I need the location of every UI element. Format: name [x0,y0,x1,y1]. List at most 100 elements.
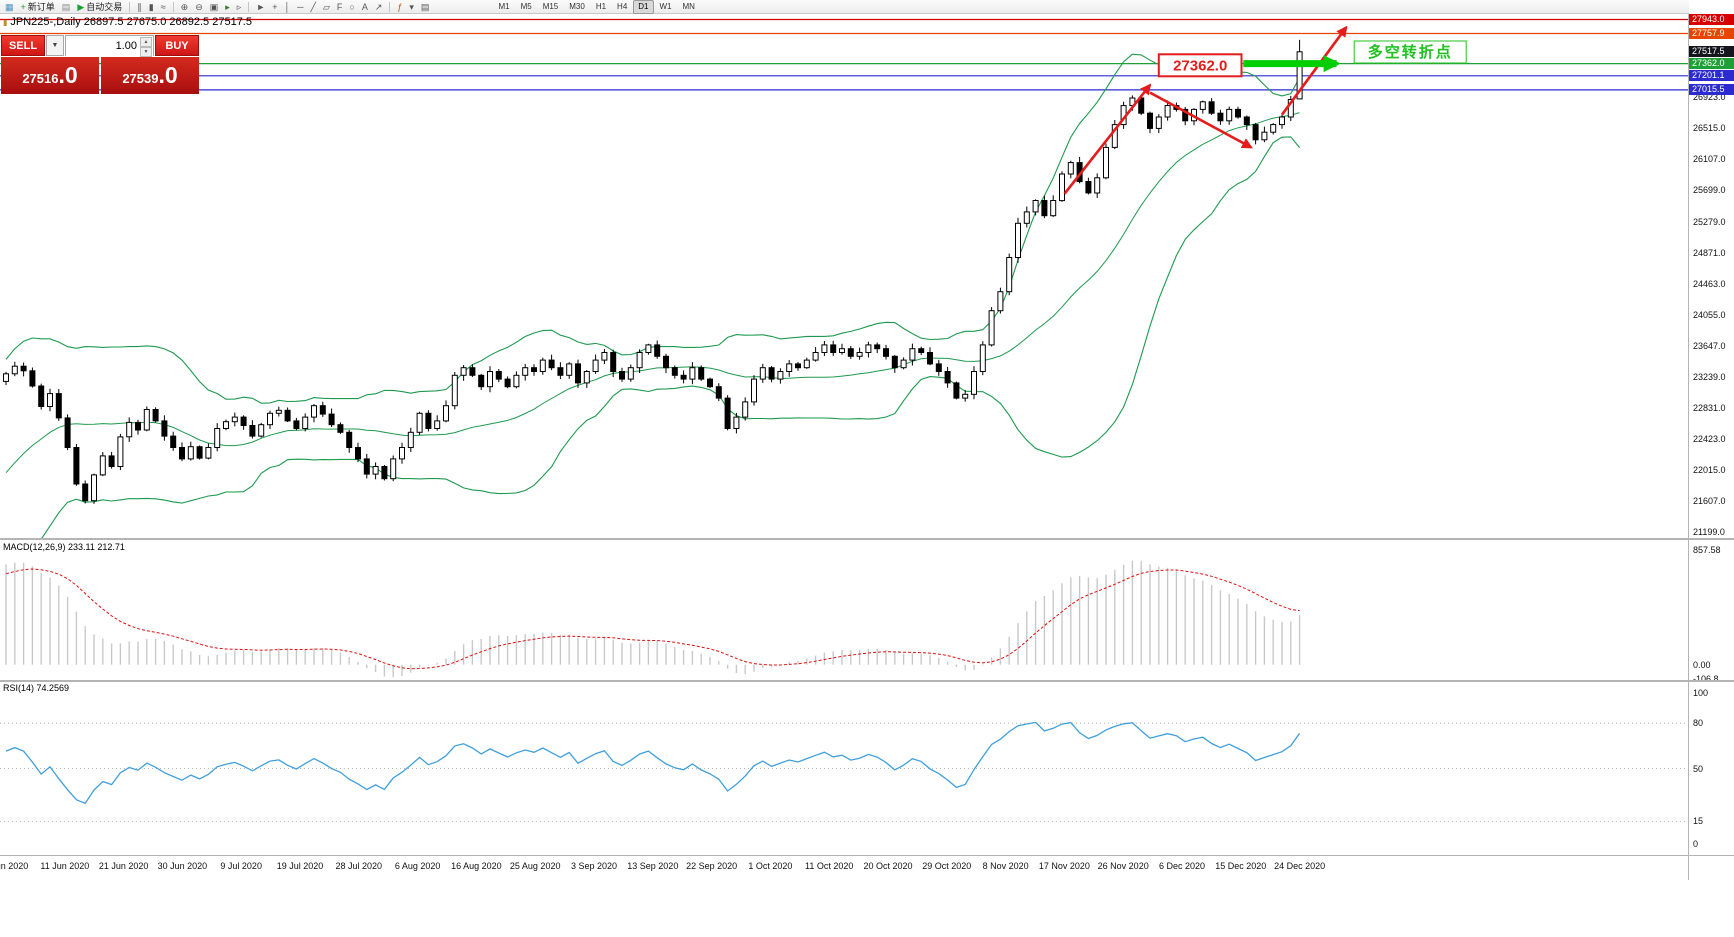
price-tick: 22423.0 [1693,433,1726,444]
timeframe-M1[interactable]: M1 [498,1,510,11]
rsi-tick: 15 [1693,816,1704,827]
templates-icon: ▤ [420,1,430,12]
trend-arrow[interactable] [1280,25,1348,116]
main-chart-canvas[interactable]: 27362.0 多空转折点 [0,0,1688,880]
price-axis[interactable]: 26923.0 26515.0 26107.0 25699.0 25279.0 24871… [1689,0,1734,894]
shapes-icon: ○ [349,1,355,12]
macd-tick: 857.58 [1693,544,1721,555]
order-type-dropdown[interactable]: ▼ [46,35,64,56]
timeframe-H1[interactable]: H1 [595,1,607,11]
candles [3,39,1303,504]
horizontal-line-icon[interactable]: ─ [294,1,306,13]
volume-stepper: ▲ ▼ [140,37,152,57]
price-flag[interactable]: 27362.0 [1157,53,1243,78]
price-tick: 26107.0 [1693,154,1726,164]
trend-arrow[interactable] [1063,83,1152,195]
buy-price-box[interactable]: 27539.0 [101,57,199,94]
chart-title: ▮ JPN225-,Daily 26897.5 27675.0 26892.5 … [3,16,252,28]
cursor-icon[interactable]: ► [253,1,268,13]
auto-scroll-icon[interactable]: ▸ [222,1,233,13]
periods-icon[interactable]: ▾ [406,1,417,13]
chart-shift-icon: ▹ [236,1,242,12]
macd-label: MACD(12,26,9) 233.11 212.71 [3,542,125,552]
tile-windows-icon[interactable]: ▣ [207,1,222,13]
time-axis[interactable]: 2 Jun 2020 11 Jun 2020 21 Jun 2020 30 Jun 2… [0,856,1688,880]
line-chart-icon[interactable]: ≈ [158,1,169,13]
price-tick: 22015.0 [1693,464,1726,475]
date-label: 25 Aug 2020 [509,861,561,871]
timeframe-M5[interactable]: M5 [520,1,532,11]
indicators-icon[interactable]: ƒ [394,1,405,13]
bollinger-lower-band[interactable] [6,136,1301,586]
macd-pane-separator[interactable] [0,538,1734,540]
chart-profiles-icon[interactable]: ▤ [59,1,74,13]
timeframe-MN[interactable]: MN [682,1,695,11]
timeframe-H4[interactable]: H4 [617,1,628,11]
price-level-label: 27015.5 [1689,84,1734,96]
axis-divider [1688,14,1689,880]
time-axis-separator [0,855,1734,856]
candlestick-chart-icon[interactable]: ▮ [146,1,157,13]
date-label: 3 Sep 2020 [570,861,618,871]
sell-button[interactable]: SELL [1,35,45,56]
new-order-button[interactable]: + 新订单 [18,1,58,13]
trendline-icon: ╱ [310,1,316,12]
price-tick: 23239.0 [1693,371,1726,382]
macd-signal-line [5,568,1300,670]
buy-price-main: 27539 [122,71,159,86]
volume-input[interactable] [66,36,153,56]
price-level-label: 27757.9 [1689,28,1734,39]
autotrading-button[interactable]: ▶ 自动交易 [74,1,125,13]
price-level-label: 27517.5 [1689,46,1734,58]
turning-point-note[interactable]: 多空转折点 [1353,40,1467,64]
chart-shift-icon[interactable]: ▹ [234,1,245,13]
chart-window-icon[interactable]: ▦ [2,1,17,13]
sell-price-main: 27516 [22,71,59,86]
trend-arrow[interactable] [1149,91,1253,149]
toolbar-separator [129,1,131,12]
buy-button[interactable]: BUY [155,35,199,56]
date-label: 11 Oct 2020 [805,861,854,871]
price-tick: 25279.0 [1693,216,1726,227]
shapes-icon[interactable]: ○ [346,1,357,13]
bars-chart-icon[interactable]: ∥ [134,1,145,13]
date-label: 2 Jun 2020 [0,861,29,871]
new-order-button-icon: + [20,1,26,12]
zoom-in-icon: ⊕ [180,1,189,12]
zoom-in-icon[interactable]: ⊕ [178,1,192,13]
timeframe-D1[interactable]: D1 [633,0,654,14]
text-icon[interactable]: A [359,1,371,13]
rsi-pane-separator[interactable] [0,680,1734,682]
chart-symbol-icon: ▮ [3,17,8,27]
price-tick: 23647.0 [1693,340,1726,351]
price-tick: 24871.0 [1693,247,1726,258]
timeframe-M30[interactable]: M30 [569,1,585,11]
vertical-line-icon[interactable]: │ [282,1,294,13]
fibonacci-icon[interactable]: F [334,1,346,13]
arrows-icon[interactable]: ↗ [372,1,386,13]
bollinger-middle-band[interactable] [5,112,1300,474]
main-pane[interactable]: 27362.0 多空转折点 [0,18,1688,587]
date-label: 11 Jun 2020 [40,861,90,871]
sell-price-box[interactable]: 27516.0 [1,57,99,94]
price-tick: 26515.0 [1693,123,1726,133]
auto-scroll-icon: ▸ [225,1,230,12]
price-tick: 22831.0 [1693,402,1726,413]
rsi-label: RSI(14) 74.2569 [3,683,70,693]
price-level-label: 27943.0 [1689,14,1734,25]
date-label: 6 Dec 2020 [1158,861,1206,871]
crosshair-icon[interactable]: + [269,1,280,13]
timeframe-M15[interactable]: M15 [542,1,559,11]
templates-icon[interactable]: ▤ [418,1,433,13]
zoom-out-icon[interactable]: ⊖ [192,1,206,13]
timeframe-W1[interactable]: W1 [659,1,672,11]
macd-pane-content [5,560,1301,678]
bollinger-upper-band[interactable] [5,53,1301,404]
date-label: 20 Oct 2020 [863,861,913,871]
channel-icon[interactable]: ▱ [320,1,333,13]
volume-up-icon[interactable]: ▲ [140,37,152,47]
trendline-icon[interactable]: ╱ [308,1,319,13]
rsi-pane-content [0,721,1688,822]
volume-down-icon[interactable]: ▼ [140,47,152,57]
